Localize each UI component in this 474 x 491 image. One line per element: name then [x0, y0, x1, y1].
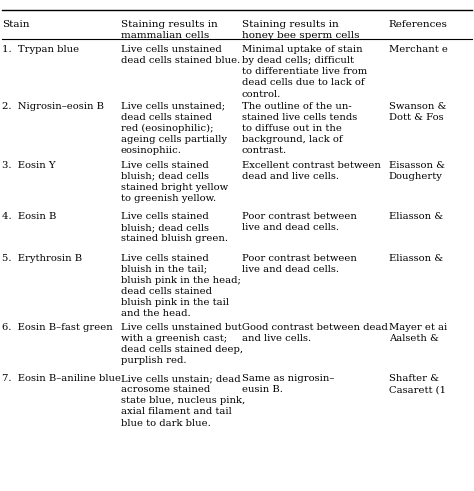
- Text: Staining results in
mammalian cells: Staining results in mammalian cells: [121, 20, 218, 40]
- Text: Live cells stained
bluish in the tail;
bluish pink in the head;
dead cells stain: Live cells stained bluish in the tail; b…: [121, 254, 241, 318]
- Text: 3.  Eosin Y: 3. Eosin Y: [2, 161, 56, 169]
- Text: Minimal uptake of stain
by dead cells; difficult
to differentiate live from
dead: Minimal uptake of stain by dead cells; d…: [242, 45, 367, 99]
- Text: 4.  Eosin B: 4. Eosin B: [2, 212, 57, 221]
- Text: Excellent contrast between
dead and live cells.: Excellent contrast between dead and live…: [242, 161, 381, 181]
- Text: Poor contrast between
live and dead cells.: Poor contrast between live and dead cell…: [242, 212, 356, 232]
- Text: Live cells stained
bluish; dead cells
stained bluish green.: Live cells stained bluish; dead cells st…: [121, 212, 228, 244]
- Text: 6.  Eosin B–fast green: 6. Eosin B–fast green: [2, 323, 113, 331]
- Text: Eliasson &: Eliasson &: [389, 212, 443, 221]
- Text: 2.  Nigrosin–eosin B: 2. Nigrosin–eosin B: [2, 102, 104, 110]
- Text: Live cells unstained
dead cells stained blue.: Live cells unstained dead cells stained …: [121, 45, 240, 65]
- Text: 7.  Eosin B–aniline blue: 7. Eosin B–aniline blue: [2, 374, 121, 383]
- Text: 5.  Erythrosin B: 5. Erythrosin B: [2, 254, 82, 263]
- Text: References: References: [389, 20, 447, 28]
- Text: The outline of the un-
stained live cells tends
to diffuse out in the
background: The outline of the un- stained live cell…: [242, 102, 357, 155]
- Text: Staining results in
honey bee sperm cells: Staining results in honey bee sperm cell…: [242, 20, 359, 40]
- Text: Same as nigrosin–
eusin B.: Same as nigrosin– eusin B.: [242, 374, 334, 394]
- Text: Swanson &
Dott & Fos: Swanson & Dott & Fos: [389, 102, 446, 122]
- Text: Eliasson &: Eliasson &: [389, 254, 443, 263]
- Text: Mayer et ai
Aalseth &: Mayer et ai Aalseth &: [389, 323, 447, 343]
- Text: Live cells unstain; dead
acrosome stained
state blue, nucleus pink,
axial filame: Live cells unstain; dead acrosome staine…: [121, 374, 245, 428]
- Text: Good contrast between dead
and live cells.: Good contrast between dead and live cell…: [242, 323, 388, 343]
- Text: Live cells unstained;
dead cells stained
red (eosinophilic);
ageing cells partia: Live cells unstained; dead cells stained…: [121, 102, 227, 155]
- Text: Live cells unstained but
with a greenish cast;
dead cells stained deep,
purplish: Live cells unstained but with a greenish…: [121, 323, 243, 365]
- Text: Live cells stained
bluish; dead cells
stained bright yellow
to greenish yellow.: Live cells stained bluish; dead cells st…: [121, 161, 228, 203]
- Text: Merchant e: Merchant e: [389, 45, 447, 54]
- Text: 1.  Trypan blue: 1. Trypan blue: [2, 45, 80, 54]
- Text: Stain: Stain: [2, 20, 30, 28]
- Text: Shafter & 
Casarett (1: Shafter & Casarett (1: [389, 374, 446, 394]
- Text: Poor contrast between
live and dead cells.: Poor contrast between live and dead cell…: [242, 254, 356, 274]
- Text: Eisasson &
Dougherty: Eisasson & Dougherty: [389, 161, 445, 181]
